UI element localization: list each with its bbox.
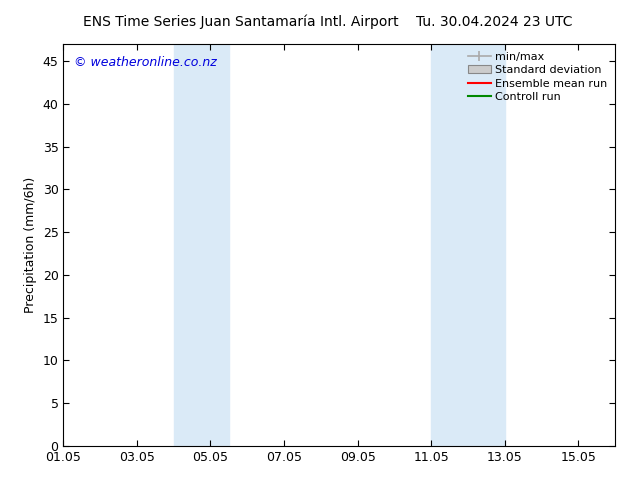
Text: © weatheronline.co.nz: © weatheronline.co.nz [74,56,217,69]
Text: Tu. 30.04.2024 23 UTC: Tu. 30.04.2024 23 UTC [417,15,573,29]
Bar [174,44,229,446]
Legend: min/max, Standard deviation, Ensemble mean run, Controll run: min/max, Standard deviation, Ensemble me… [464,48,612,106]
Y-axis label: Precipitation (mm/6h): Precipitation (mm/6h) [24,177,37,313]
Bar [431,44,505,446]
Text: ENS Time Series Juan Santamaría Intl. Airport: ENS Time Series Juan Santamaría Intl. Ai… [83,15,399,29]
